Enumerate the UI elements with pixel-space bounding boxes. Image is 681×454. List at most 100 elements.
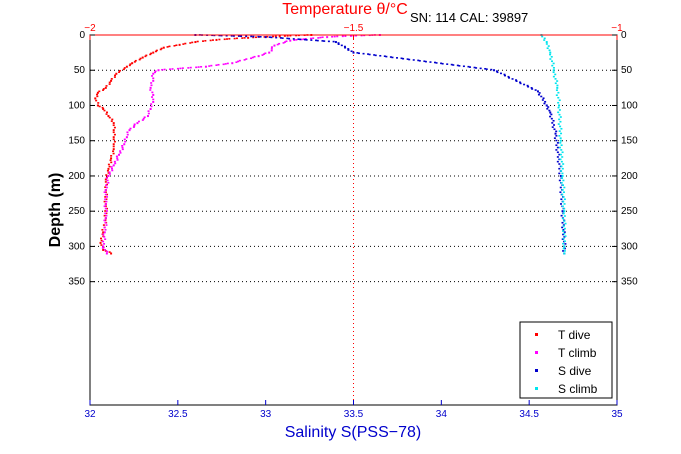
data-point (556, 80, 559, 82)
data-point (112, 136, 115, 139)
data-point (559, 142, 562, 144)
data-point (326, 36, 329, 39)
data-point (104, 191, 107, 193)
data-point (554, 78, 557, 80)
data-point (104, 217, 107, 220)
data-point (251, 56, 254, 59)
data-point (175, 44, 178, 47)
data-point (563, 252, 566, 255)
data-point (557, 123, 560, 125)
data-point (154, 50, 157, 53)
data-point (233, 37, 236, 40)
data-point (544, 100, 547, 103)
top-tick-label-−1.5: −1.5 (344, 23, 364, 34)
data-point (560, 170, 563, 172)
data-point (562, 217, 565, 220)
data-point (559, 174, 562, 177)
y-tick-label-right-200: 200 (621, 171, 638, 182)
data-point (499, 72, 502, 75)
data-point (218, 34, 221, 37)
data-point (297, 38, 300, 40)
data-point (548, 49, 551, 52)
data-point (104, 250, 107, 252)
data-point (104, 189, 107, 192)
data-point (123, 143, 126, 146)
data-point (103, 236, 106, 238)
data-point (104, 207, 107, 210)
data-point (389, 56, 392, 58)
data-point (549, 111, 552, 114)
data-point (110, 78, 113, 80)
data-point (556, 160, 559, 163)
data-point (222, 63, 225, 66)
x-tick-label-32: 32 (84, 409, 96, 420)
data-point (121, 145, 124, 147)
data-point (303, 38, 306, 41)
data-point (108, 251, 111, 253)
data-point (562, 247, 565, 250)
data-point (312, 37, 315, 39)
x-tick-label-32.5: 32.5 (168, 409, 188, 420)
data-point (152, 98, 155, 101)
data-point (344, 35, 347, 37)
data-point (133, 123, 136, 126)
data-point (558, 158, 561, 161)
data-point (137, 120, 140, 123)
data-point (105, 252, 108, 255)
data-point (210, 64, 213, 67)
data-point (114, 74, 117, 77)
data-point (557, 111, 560, 114)
data-point (552, 119, 555, 122)
data-point (495, 70, 498, 72)
data-point (262, 53, 265, 55)
data-point (556, 84, 559, 87)
data-point (558, 172, 561, 175)
data-point (527, 85, 530, 88)
data-point (334, 41, 337, 44)
data-point (105, 212, 108, 215)
data-point (112, 145, 115, 148)
data-point (96, 93, 99, 96)
data-point (107, 182, 110, 184)
data-point (319, 36, 322, 39)
data-point (559, 120, 562, 123)
data-point (105, 186, 108, 189)
y-tick-label-right-100: 100 (621, 100, 638, 111)
data-point (507, 75, 510, 78)
data-point (145, 54, 148, 57)
data-point (231, 62, 234, 65)
data-point (558, 163, 561, 165)
data-point (112, 129, 115, 132)
data-point (104, 228, 107, 231)
data-point (232, 35, 235, 37)
data-point (385, 55, 388, 58)
data-point (228, 37, 231, 40)
data-point (104, 178, 107, 181)
data-point (450, 63, 453, 66)
data-point (149, 89, 152, 91)
data-point (209, 39, 212, 42)
data-point (250, 35, 253, 38)
data-point (113, 133, 116, 136)
data-point (104, 181, 107, 183)
data-point (224, 63, 227, 65)
data-point (555, 149, 558, 151)
y-tick-label-350: 350 (68, 277, 85, 288)
data-point (152, 79, 155, 82)
data-point (119, 152, 122, 154)
data-point (101, 106, 104, 109)
data-point (550, 117, 553, 120)
data-point (556, 156, 559, 158)
data-point (543, 39, 546, 41)
data-point (261, 54, 264, 56)
data-point (113, 160, 116, 163)
x-tick-label-33.5: 33.5 (344, 409, 364, 420)
data-point (270, 48, 273, 50)
data-point (541, 99, 544, 101)
data-point (106, 210, 109, 212)
data-point (548, 109, 551, 112)
data-point (110, 155, 113, 157)
data-point (553, 128, 556, 131)
data-point (102, 231, 105, 234)
data-point (106, 179, 109, 182)
